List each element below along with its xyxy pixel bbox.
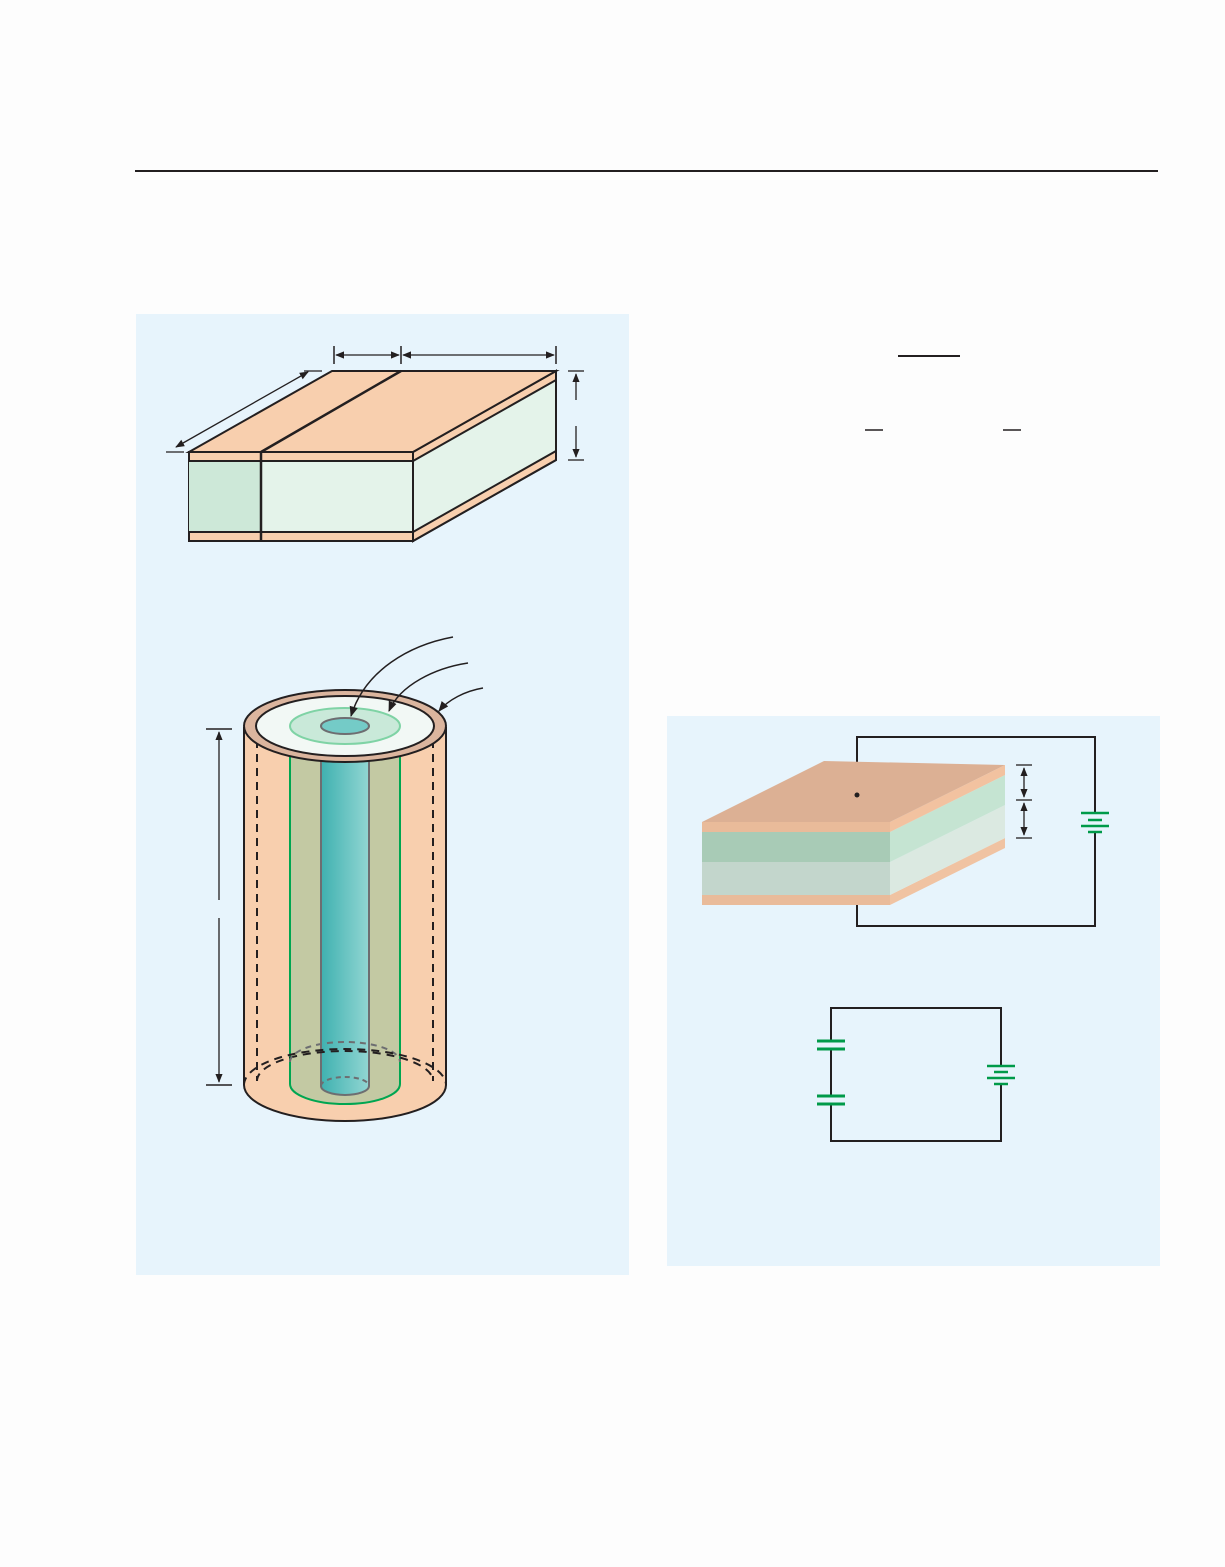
parallel-plate-capacitor	[166, 346, 584, 543]
front-lower-dielectric	[702, 862, 890, 895]
circuit-wire-bottom	[856, 832, 1096, 927]
side-top-plate	[890, 765, 1005, 832]
bottom-plate-front	[188, 531, 414, 542]
side-upper-dielectric	[890, 775, 1005, 862]
front-bottom-plate	[702, 895, 890, 905]
equation-area	[865, 355, 1021, 431]
leader-inner-conductor	[349, 636, 454, 718]
side-bottom-plate	[890, 838, 1005, 905]
leader-dielectric	[388, 662, 469, 712]
terminal-dot	[854, 792, 860, 798]
top-plate-face	[702, 761, 1005, 822]
filled-dielectric-region	[189, 461, 261, 532]
front-upper-dielectric	[702, 832, 890, 862]
equivalent-circuit-wire	[830, 1007, 1002, 1065]
layered-dielectric-capacitor	[702, 736, 1109, 927]
capacitor-icon	[817, 1039, 845, 1051]
battery-icon	[987, 1064, 1015, 1086]
section-rule	[135, 170, 1158, 172]
depth-dimension	[175, 371, 309, 448]
side-lower-dielectric	[890, 805, 1005, 895]
inner-conductor-top	[320, 717, 370, 735]
top-plate-front	[188, 451, 414, 462]
cylindrical-capacitor	[206, 636, 484, 1122]
bottom-plate-side	[412, 449, 557, 543]
front-top-plate	[702, 822, 890, 832]
equivalent-circuit	[817, 1007, 1015, 1142]
battery-icon	[1081, 811, 1109, 834]
leader-outer-conductor	[438, 687, 484, 712]
capacitor-icon	[817, 1094, 845, 1106]
inner-conductor	[320, 725, 370, 1096]
